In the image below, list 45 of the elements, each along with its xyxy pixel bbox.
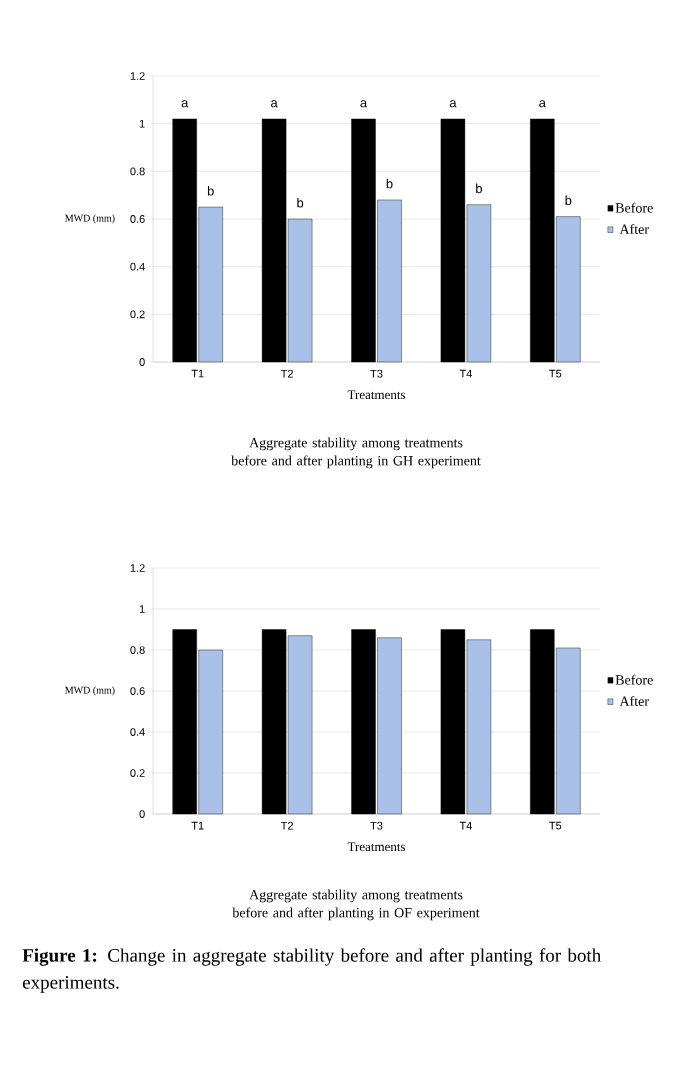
x-tick-label: T1 [191,369,204,378]
x-tick-label: T3 [370,821,383,830]
data-label: a [181,100,189,108]
legend-label: Before [615,202,653,213]
y-tick-label: 1.2 [130,564,145,572]
data-label: a [449,100,457,108]
legend-label: After [619,696,649,707]
y-tick-label: 0 [139,810,145,818]
data-label: b [386,178,393,189]
x-tick-label: T2 [280,369,293,378]
x-axis-title: Treatments [347,842,406,852]
data-label: b [565,195,572,206]
y-tick-label: 0 [139,358,145,366]
x-tick-label: T3 [370,369,383,378]
data-label: a [360,100,368,108]
y-tick-label: 0.6 [130,687,145,695]
text: Aggregate stability among treatments before and after planting in OF experiment [232,889,480,921]
data-label: b [207,186,214,196]
text: Figure 1: Change in aggregate stability before and after planting for both experiments. [22,948,601,993]
x-tick-label: T1 [191,821,204,830]
x-axis-title: Treatments [347,390,406,400]
y-tick-label: 0.2 [130,769,145,777]
x-tick-label: T5 [549,821,562,830]
y-tick-label: 1.2 [130,72,145,80]
y-tick-label: 0.4 [130,262,145,271]
y-tick-label: 0.6 [130,215,145,223]
y-tick-label: 0.8 [130,646,145,654]
x-tick-label: T4 [459,821,472,830]
text: Aggregate stability among treatments before and after planting in GH experiment [231,437,481,469]
y-tick-label: 0.2 [130,310,145,319]
data-label: a [271,100,278,108]
y-tick-label: 1 [139,605,145,613]
y-tick-label: 1 [139,119,145,128]
data-label: b [297,197,304,208]
x-tick-label: T4 [459,369,472,378]
legend-label: After [619,224,649,234]
y-axis-title: MWD (mm) [65,214,115,224]
legend-label: Before [615,674,653,685]
y-axis-title: MWD (mm) [65,686,115,696]
y-tick-label: 0.8 [130,167,145,176]
y-tick-label: 0.4 [130,728,145,736]
x-tick-label: T5 [549,369,562,378]
data-label: a [539,100,546,108]
data-label: b [476,183,482,194]
x-tick-label: T2 [280,821,293,830]
